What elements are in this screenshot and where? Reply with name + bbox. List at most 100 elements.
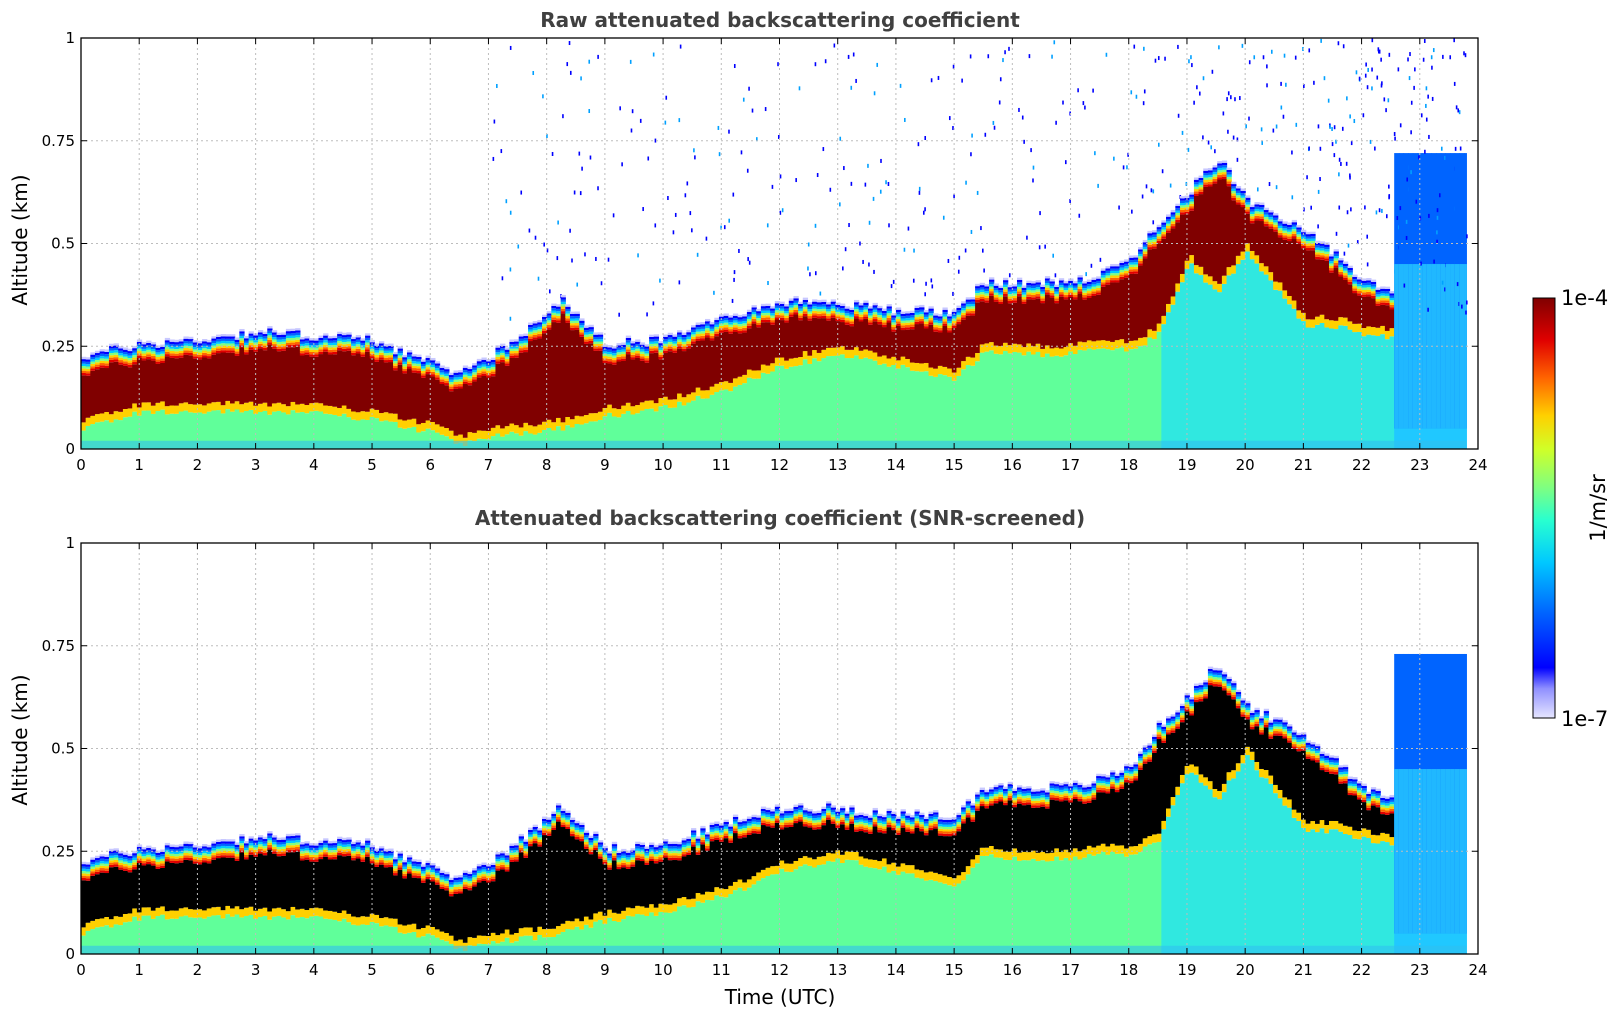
- heatmap-cell: [1212, 172, 1218, 175]
- heatmap-cell: [1342, 325, 1349, 449]
- heatmap-cell: [858, 319, 864, 322]
- heatmap-cell: [1054, 355, 1060, 449]
- heatmap-cell: [691, 338, 697, 342]
- heatmap-cell: [164, 406, 171, 415]
- heatmap-cell: [560, 422, 566, 431]
- heatmap-cell: [923, 323, 930, 327]
- heatmap-cell: [197, 347, 203, 351]
- heatmap-cell: [220, 350, 226, 353]
- noise-speckle: [862, 259, 864, 264]
- heatmap-cell: [854, 318, 860, 348]
- noise-speckle: [1410, 130, 1412, 135]
- heatmap-cell: [346, 350, 352, 409]
- heatmap-cell: [351, 350, 357, 353]
- heatmap-cell: [970, 310, 976, 314]
- heatmap-cell: [518, 345, 524, 349]
- heatmap-cell: [1370, 288, 1377, 292]
- heatmap-cell: [439, 882, 445, 885]
- heatmap-cell: [318, 354, 324, 404]
- heatmap-cell: [1086, 281, 1093, 285]
- heatmap-cell: [546, 419, 552, 428]
- heatmap-cell: [602, 344, 608, 347]
- heatmap-cell: [453, 370, 459, 373]
- heatmap-cell: [206, 339, 212, 343]
- heatmap-cell: [448, 935, 455, 944]
- heatmap-cell: [81, 868, 87, 872]
- heatmap-cell: [919, 363, 925, 372]
- heatmap-cell: [197, 864, 203, 910]
- heatmap-cell: [285, 847, 292, 851]
- heatmap-cell: [85, 930, 91, 954]
- noise-speckle: [678, 280, 681, 285]
- heatmap-cell: [1207, 186, 1214, 277]
- heatmap-cell: [718, 332, 725, 383]
- noise-speckle: [807, 242, 810, 247]
- heatmap-cell: [1114, 273, 1121, 276]
- heatmap-cell: [788, 298, 795, 301]
- heatmap-cell: [1100, 284, 1107, 287]
- noise-speckle: [809, 272, 811, 277]
- noise-speckle: [1190, 55, 1192, 60]
- heatmap-cell: [542, 929, 548, 938]
- heatmap-cell: [234, 351, 240, 354]
- heatmap-cell: [1012, 295, 1018, 299]
- heatmap-cell: [961, 308, 967, 311]
- heatmap-cell: [658, 356, 664, 360]
- heatmap-cell: [402, 866, 408, 870]
- heatmap-cell: [639, 346, 646, 350]
- heatmap-cell: [295, 844, 301, 848]
- noise-speckle: [1331, 127, 1333, 132]
- heatmap-cell: [1301, 229, 1307, 233]
- heatmap-cell: [1221, 275, 1228, 284]
- heatmap-cell: [1026, 289, 1032, 293]
- heatmap-cell: [1347, 279, 1353, 282]
- heatmap-cell: [243, 843, 250, 846]
- x-tick-label: 13: [828, 456, 847, 474]
- heatmap-cell: [178, 355, 185, 358]
- heatmap-cell: [327, 859, 334, 911]
- heatmap-cell: [216, 841, 222, 845]
- heatmap-cell: [267, 342, 273, 345]
- heatmap-cell: [872, 360, 878, 449]
- heatmap-cell: [462, 877, 469, 880]
- heatmap-cell: [1287, 296, 1293, 305]
- heatmap-cell: [933, 327, 939, 330]
- heatmap-cell: [779, 357, 785, 366]
- heatmap-cell: [1193, 265, 1200, 274]
- noise-speckle: [1018, 107, 1020, 112]
- noise-speckle: [689, 211, 692, 216]
- heatmap-cell: [816, 352, 823, 362]
- heatmap-cell: [970, 357, 976, 366]
- heatmap-cell: [840, 305, 846, 309]
- heatmap-cell: [318, 347, 324, 350]
- noise-speckle: [918, 186, 921, 191]
- heatmap-cell: [523, 335, 529, 339]
- noise-speckle: [548, 289, 551, 294]
- heatmap-cell: [1254, 220, 1260, 256]
- heatmap-cell: [909, 315, 916, 318]
- heatmap-cell: [760, 308, 767, 311]
- heatmap-cell: [1333, 251, 1339, 254]
- heatmap-cell: [1268, 226, 1274, 229]
- heatmap-cell: [379, 857, 385, 861]
- heatmap-cell: [565, 322, 571, 418]
- heatmap-cell: [560, 824, 566, 828]
- heatmap-cell: [327, 342, 334, 346]
- noise-speckle: [892, 279, 895, 284]
- heatmap-cell: [81, 363, 87, 367]
- heatmap-cell: [504, 365, 511, 427]
- x-tick-label: 3: [251, 456, 261, 474]
- heatmap-cell: [406, 427, 413, 449]
- heatmap-cell: [271, 839, 278, 843]
- noise-speckle: [1039, 211, 1041, 216]
- heatmap-cell: [854, 355, 860, 449]
- heatmap-cell: [1096, 287, 1102, 291]
- heatmap-cell: [1282, 223, 1288, 227]
- heatmap-cell: [1166, 230, 1172, 233]
- heatmap-cell: [234, 409, 240, 449]
- heatmap-cell: [1068, 296, 1074, 344]
- heatmap-cell: [360, 419, 366, 449]
- heatmap-cell: [85, 866, 91, 870]
- heatmap-cell: [1007, 284, 1013, 288]
- heatmap-cell: [295, 842, 301, 845]
